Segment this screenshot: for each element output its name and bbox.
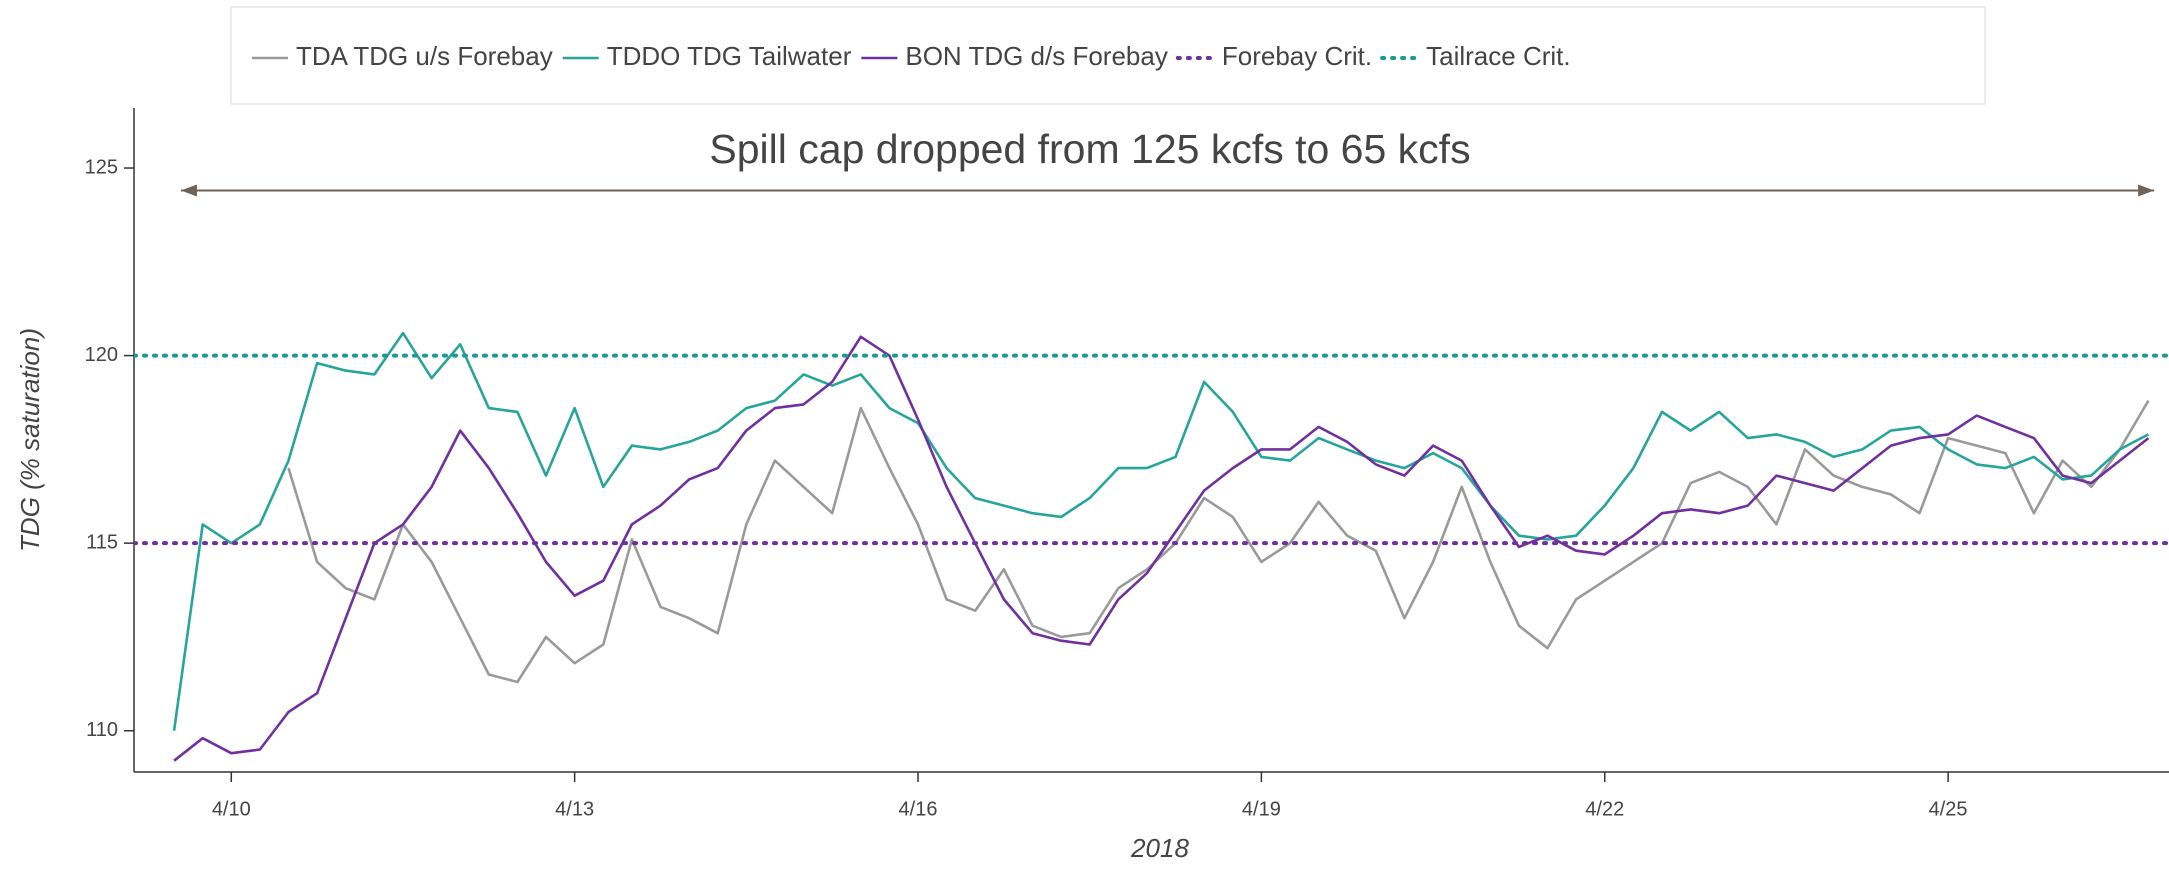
- plot-area: [134, 331, 2169, 762]
- arrow-head: [180, 184, 197, 197]
- y-axis-label: TDG (% saturation): [15, 328, 45, 552]
- legend-label: Tailrace Crit.: [1426, 41, 1570, 71]
- annotation-text: Spill cap dropped from 125 kcfs to 65 kc…: [709, 126, 1470, 172]
- legend-box: [230, 6, 1986, 105]
- legend-label: TDA TDG u/s Forebay: [296, 41, 553, 71]
- y-tick-label: 115: [86, 531, 118, 553]
- y-tick-label: 125: [85, 156, 118, 178]
- x-tick-label: 4/13: [555, 798, 594, 820]
- legend-label: Forebay Crit.: [1222, 41, 1372, 71]
- x-tick-label: 4/25: [1929, 798, 1968, 820]
- x-axis-label: 2018: [1130, 833, 1189, 863]
- legend-label: BON TDG d/s Forebay: [905, 41, 1168, 71]
- y-tick-label: 110: [86, 719, 118, 741]
- x-tick-label: 4/19: [1242, 798, 1281, 820]
- series-line: [172, 331, 2150, 731]
- legend: TDA TDG u/s Forebay TDDO TDG Tailwater BON…: [252, 41, 1571, 71]
- legend-label: TDDO TDG Tailwater: [607, 41, 852, 71]
- series-line: [287, 399, 2150, 684]
- series-line: [173, 335, 2150, 762]
- x-tick-label: 4/16: [899, 798, 938, 820]
- arrow-head: [2138, 184, 2155, 197]
- y-tick-label: 120: [85, 344, 118, 366]
- x-tick-label: 4/22: [1585, 798, 1624, 820]
- x-tick-label: 4/10: [212, 798, 251, 820]
